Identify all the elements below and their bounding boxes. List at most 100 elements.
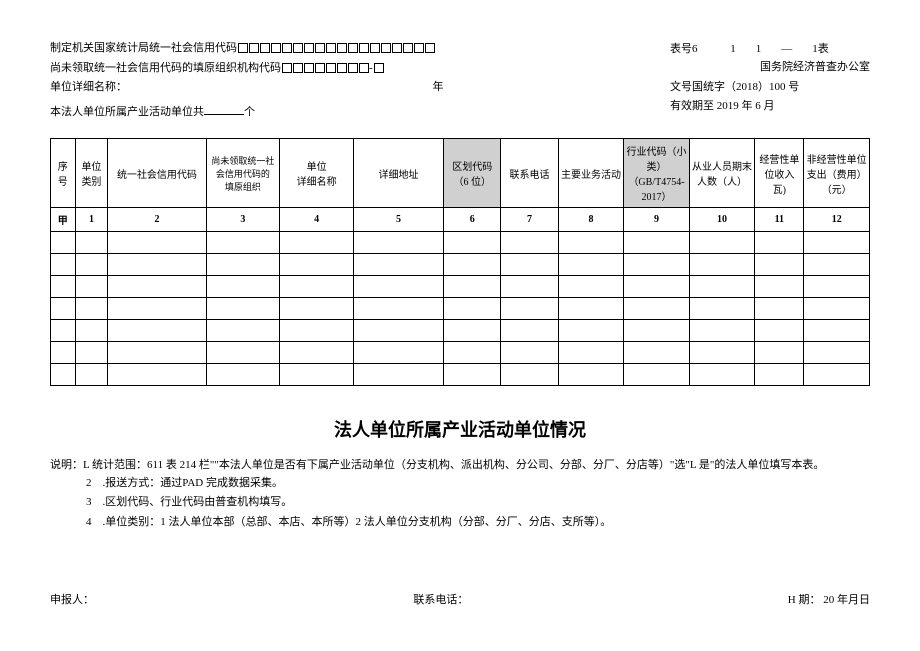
table-cell <box>206 364 280 386</box>
table-cell <box>51 232 76 254</box>
table-cell <box>206 342 280 364</box>
table-cell <box>206 276 280 298</box>
table-cell <box>51 364 76 386</box>
table-row <box>51 320 870 342</box>
table-cell <box>804 364 870 386</box>
table-cell <box>51 254 76 276</box>
table-cell <box>804 254 870 276</box>
index-cell: 3 <box>206 208 280 232</box>
table-cell <box>558 320 624 342</box>
table-cell <box>51 276 76 298</box>
footer-reporter: 申报人： <box>50 591 94 607</box>
table-cell <box>353 254 443 276</box>
note-item: L 统计范围：611 表 214 栏""本法人单位是否有下属产业活动单位（分支机… <box>83 459 824 471</box>
index-cell: 9 <box>624 208 690 232</box>
table-cell <box>689 232 755 254</box>
table-cell <box>755 364 804 386</box>
table-cell <box>444 342 501 364</box>
doc-number-line: 文号国统字（2018）100 号 <box>670 79 870 96</box>
table-cell <box>108 320 206 342</box>
table-cell <box>558 254 624 276</box>
index-cell: 4 <box>280 208 354 232</box>
year-suffix: 年 <box>433 81 444 93</box>
table-cell <box>501 342 558 364</box>
table-cell <box>624 364 690 386</box>
col-address: 详细地址 <box>353 139 443 208</box>
table-cell <box>501 276 558 298</box>
table-cell <box>444 364 501 386</box>
credit-code-line: 制定机关国家统计局统一社会信用代码 <box>50 40 670 57</box>
table-row <box>51 254 870 276</box>
col-unit-type: 单位类别 <box>75 139 108 208</box>
col-business: 主要业务活动 <box>558 139 624 208</box>
table-row <box>51 364 870 386</box>
table-cell <box>689 320 755 342</box>
note-item: 2 .报送方式：通过PAD 完成数据采集。 <box>86 475 870 493</box>
col-credit-code: 统一社会信用代码 <box>108 139 206 208</box>
col-unit-name: 单位 详细名称 <box>280 139 354 208</box>
table-cell <box>755 276 804 298</box>
table-cell <box>444 254 501 276</box>
col-income: 经营性单位收入 瓦) <box>755 139 804 208</box>
table-cell <box>558 232 624 254</box>
col-district-code: 区划代码（6 位） <box>444 139 501 208</box>
table-cell <box>353 298 443 320</box>
table-cell <box>689 342 755 364</box>
footer-section: 申报人： 联系电话： H 期： 20 年月日 <box>50 591 870 607</box>
header-row: 序号 单位类别 统一社会信用代码 尚未领取统一社 会信用代码的 填原组织 单位 … <box>51 139 870 208</box>
valid-period-line: 有效期至 2019 年 6 月 <box>670 98 870 115</box>
col-phone: 联系电话 <box>501 139 558 208</box>
table-cell <box>804 276 870 298</box>
index-cell: 8 <box>558 208 624 232</box>
org-code-label: 尚未领取统一社会信用代码的填原组织机构代码 <box>50 62 281 74</box>
main-title: 法人单位所属产业活动单位情况 <box>50 416 870 442</box>
form-number-label: 表号6 <box>670 43 698 55</box>
footer-phone: 联系电话： <box>413 591 468 607</box>
form-number-line: 表号6 11—1表 <box>670 40 870 56</box>
table-cell <box>689 276 755 298</box>
note-item: 3 .区划代码、行业代码由普查机构填写。 <box>86 494 870 512</box>
table-cell <box>689 254 755 276</box>
table-cell <box>108 298 206 320</box>
table-cell <box>444 298 501 320</box>
table-cell <box>353 232 443 254</box>
table-cell <box>108 364 206 386</box>
org-code-line: 尚未领取统一社会信用代码的填原组织机构代码- <box>50 60 670 77</box>
table-cell <box>75 342 108 364</box>
table-cell <box>444 232 501 254</box>
table-cell <box>689 364 755 386</box>
header-right: 表号6 11—1表 国务院经济普查办公室 文号国统字（2018）100 号 有效… <box>670 40 870 123</box>
table-row <box>51 232 870 254</box>
table-cell <box>280 364 354 386</box>
table-cell <box>51 298 76 320</box>
col-seq: 序号 <box>51 139 76 208</box>
note-item: 4 .单位类别：1 法人单位本部（总部、本店、本所等）2 法人单位分支机构（分部… <box>86 514 870 532</box>
table-cell <box>501 232 558 254</box>
table-cell <box>804 320 870 342</box>
unit-count-line: 本法人单位所属产业活动单位共个 <box>50 104 670 121</box>
table-cell <box>280 298 354 320</box>
index-cell: 1 <box>75 208 108 232</box>
index-cell: 7 <box>501 208 558 232</box>
table-cell <box>558 342 624 364</box>
index-cell: 2 <box>108 208 206 232</box>
table-cell <box>75 232 108 254</box>
form-number-digits: 11—1表 <box>730 43 849 55</box>
table-cell <box>280 254 354 276</box>
table-cell <box>804 342 870 364</box>
table-cell <box>624 232 690 254</box>
index-cell: 12 <box>804 208 870 232</box>
table-cell <box>558 276 624 298</box>
table-cell <box>206 232 280 254</box>
unit-name-label: 单位详细名称： <box>50 81 127 93</box>
table-cell <box>280 320 354 342</box>
table-cell <box>624 298 690 320</box>
unit-count-prefix: 本法人单位所属产业活动单位共 <box>50 106 204 118</box>
unit-name-line: 单位详细名称： 年 <box>50 79 670 96</box>
table-cell <box>353 342 443 364</box>
col-expense: 非经营性单位支出（费用）（元） <box>804 139 870 208</box>
table-cell <box>755 232 804 254</box>
table-cell <box>206 298 280 320</box>
table-cell <box>755 320 804 342</box>
col-employees: 从业人员期末人数（人） <box>689 139 755 208</box>
